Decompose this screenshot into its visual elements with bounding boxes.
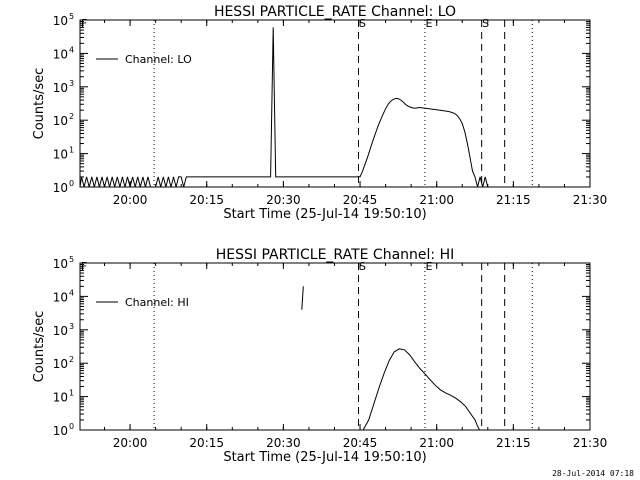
chart-title: HESSI PARTICLE_RATE Channel: LO <box>214 4 456 20</box>
y-tick-label: 10 <box>53 181 68 195</box>
marker-label: E <box>425 260 432 273</box>
x-tick-label: 20:15 <box>189 436 224 450</box>
x-tick-label: 20:00 <box>113 193 148 207</box>
y-tick-exponent: 1 <box>69 389 74 398</box>
plot-frame <box>79 262 591 431</box>
x-tick-label: 20:30 <box>266 193 301 207</box>
series-line <box>80 27 509 187</box>
x-tick-label: 21:15 <box>496 436 531 450</box>
x-tick-label: 21:30 <box>573 436 608 450</box>
x-tick-label: 21:30 <box>573 193 608 207</box>
marker-label: S <box>359 260 366 273</box>
y-tick-exponent: 5 <box>69 12 74 21</box>
x-tick-label: 21:15 <box>496 193 531 207</box>
y-tick-label: 10 <box>53 257 68 271</box>
x-tick-label: 21:00 <box>419 436 454 450</box>
y-tick-label: 10 <box>53 391 68 405</box>
x-tick-label: 20:30 <box>266 436 301 450</box>
y-tick-label: 10 <box>53 14 68 28</box>
y-tick-exponent: 3 <box>69 322 74 331</box>
y-tick-label: 10 <box>53 424 68 438</box>
series-line <box>301 286 304 310</box>
marker-label: F <box>81 17 87 30</box>
y-axis-label: Counts/sec <box>32 68 47 140</box>
marker-label: S <box>482 17 489 30</box>
y-tick-exponent: 0 <box>69 179 74 188</box>
marker-label: S <box>359 17 366 30</box>
y-tick-exponent: 2 <box>69 355 74 364</box>
chart-title: HESSI PARTICLE_RATE Channel: HI <box>216 247 454 263</box>
panel-1: HESSI PARTICLE_RATE Channel: LO 20:00 20:1… <box>32 4 607 222</box>
plot-timestamp: 28-Jul-2014 07:18 <box>552 469 634 478</box>
x-axis-label: Start Time (25-Jul-14 19:50:10) <box>223 207 426 222</box>
y-tick-label: 10 <box>53 81 68 95</box>
y-tick-exponent: 1 <box>69 146 74 155</box>
series-line <box>362 348 481 430</box>
y-tick-label: 10 <box>53 47 68 61</box>
panel-2: HESSI PARTICLE_RATE Channel: HI 20:00 20:1… <box>32 247 607 465</box>
y-tick-exponent: 5 <box>69 255 74 264</box>
marker-label: F <box>81 260 87 273</box>
plot-frame <box>79 19 591 188</box>
y-tick-exponent: 4 <box>69 45 74 54</box>
marker-label: E <box>425 17 432 30</box>
y-tick-label: 10 <box>53 324 68 338</box>
legend-entry: Channel: LO <box>125 53 192 66</box>
y-tick-exponent: 0 <box>69 422 74 431</box>
y-axis-label: Counts/sec <box>32 311 47 383</box>
x-tick-label: 20:00 <box>113 436 148 450</box>
y-tick-label: 10 <box>53 148 68 162</box>
x-tick-label: 20:45 <box>343 436 378 450</box>
x-tick-label: 21:00 <box>419 193 454 207</box>
y-tick-label: 10 <box>53 114 68 128</box>
x-axis-label: Start Time (25-Jul-14 19:50:10) <box>223 450 426 465</box>
y-tick-label: 10 <box>53 290 68 304</box>
y-tick-exponent: 3 <box>69 79 74 88</box>
legend-entry: Channel: HI <box>125 296 189 309</box>
x-tick-label: 20:15 <box>189 193 224 207</box>
x-tick-label: 20:45 <box>343 193 378 207</box>
y-tick-label: 10 <box>53 357 68 371</box>
y-tick-exponent: 4 <box>69 288 74 297</box>
y-tick-exponent: 2 <box>69 112 74 121</box>
